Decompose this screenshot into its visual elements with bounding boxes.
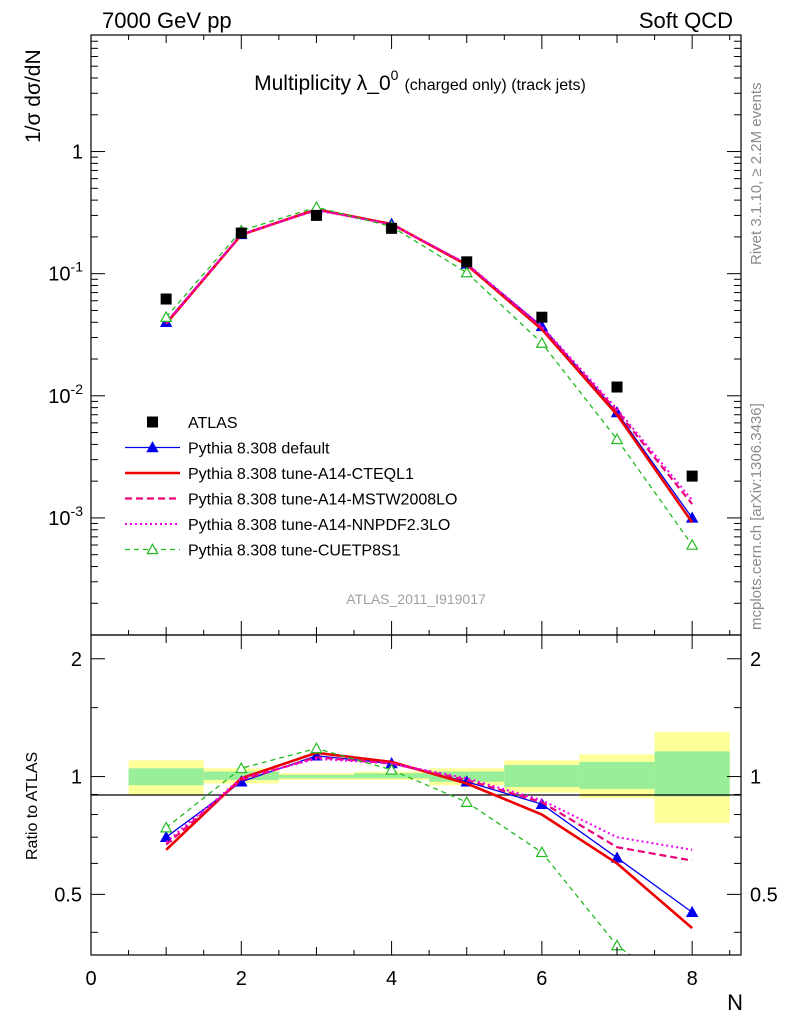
ratio-bands (128, 731, 730, 824)
legend-marker (146, 543, 159, 555)
ratio-series-marker (310, 741, 323, 754)
legend-marker (146, 441, 159, 453)
ratio-series-marker (159, 830, 173, 842)
ratio-band-inner (128, 768, 204, 786)
main-title-text: Multiplicity λ_0 (254, 72, 391, 95)
ratio-ylabel: Ratio to ATLAS (24, 752, 41, 860)
legend-marker (147, 416, 158, 428)
legend-label: Pythia 8.308 tune-A14-NNPDF2.3LO (188, 517, 450, 534)
legend-entry: Pythia 8.308 tune-A14-NNPDF2.3LO (125, 517, 450, 534)
ratio-series (159, 741, 699, 955)
side-text-source: mcplots.cern.ch [arXiv:1306.3436] (748, 403, 765, 630)
x-axis-label: N (727, 990, 743, 1015)
main-title-sup: 0 (391, 67, 399, 83)
atlas-data-point (611, 381, 623, 393)
ratio-series-marker (235, 761, 248, 774)
ratio-series-line (165, 756, 693, 862)
atlas-data-point (536, 311, 548, 323)
main-series-marker (685, 538, 699, 550)
main-title: Multiplicity λ_00 (charged only) (track j… (254, 67, 586, 95)
header-left: 7000 GeV pp (102, 8, 232, 33)
legend-label: Pythia 8.308 default (188, 441, 330, 458)
legend-entry: ATLAS (147, 415, 238, 432)
main-series-marker (535, 336, 549, 348)
atlas-data-point (235, 227, 247, 239)
ratio-y-tick-label: 1 (71, 767, 82, 789)
ratio-series-marker (460, 795, 473, 807)
ratio-y-tick-label: 2 (71, 649, 82, 671)
x-tick-label: 8 (687, 968, 698, 990)
side-text-version: Rivet 3.1.10, ≥ 2.2M events (748, 83, 765, 266)
ratio-series-marker (385, 763, 398, 775)
legend: ATLAS Pythia 8.308 default Pythia 8.308 tu… (125, 415, 457, 560)
main-y-tick-label: 10-2 (48, 381, 83, 408)
ratio-ticks: 0.5 0.5 1 1 2 2 0 2 4 6 8 (54, 635, 778, 990)
legend-label: Pythia 8.308 tune-CUETP8S1 (188, 543, 401, 560)
main-y-tick-label: 10-1 (48, 259, 83, 286)
main-series-line (165, 206, 693, 546)
ratio-y-tick-label-right: 1 (750, 767, 761, 789)
main-series-marker (159, 310, 173, 322)
ratio-y-tick-label-right: 0.5 (750, 884, 778, 906)
ratio-y-tick-label: 0.5 (54, 884, 82, 906)
ratio-series-line (165, 747, 632, 955)
header-right: Soft QCD (639, 8, 733, 33)
main-series-line (165, 209, 693, 501)
ratio-frame (90, 634, 742, 956)
x-tick-label: 0 (85, 968, 96, 990)
main-series-marker (460, 266, 473, 278)
x-tick-label: 2 (236, 968, 247, 990)
main-ylabel: 1/σ dσ/dN (22, 49, 45, 143)
legend-entry: Pythia 8.308 default (125, 441, 330, 458)
ratio-band-inner (579, 761, 655, 789)
x-tick-label: 4 (386, 968, 397, 990)
legend-label: Pythia 8.308 tune-A14-CTEQL1 (188, 466, 414, 483)
ratio-band-inner (504, 765, 580, 788)
main-title-suffix: (charged only) (track jets) (404, 77, 585, 94)
ratio-series-marker (685, 905, 699, 918)
ref-label: ATLAS_2011_I919017 (346, 591, 486, 607)
atlas-data-point (686, 470, 698, 482)
legend-entry: Pythia 8.308 tune-A14-MSTW2008LO (125, 492, 457, 509)
ratio-band-inner (278, 774, 355, 779)
atlas-data-point (310, 209, 322, 221)
atlas-data-point (160, 293, 172, 305)
legend-entry: Pythia 8.308 tune-A14-CTEQL1 (125, 466, 414, 483)
ratio-band-inner (354, 773, 430, 779)
legend-entry: Pythia 8.308 tune-CUETP8S1 (125, 543, 401, 560)
legend-label: Pythia 8.308 tune-A14-MSTW2008LO (188, 492, 457, 509)
legend-label: ATLAS (188, 415, 238, 432)
ratio-panel: 0.5 0.5 1 1 2 2 0 2 4 6 8 Ratio to ATLAS N (24, 634, 778, 1015)
main-series (159, 200, 699, 550)
atlas-data-point (461, 256, 473, 268)
main-ticks: 10-3 10-2 10-1 1 (48, 34, 741, 635)
main-y-tick-label: 10-3 (48, 503, 83, 530)
ratio-series-line (165, 757, 693, 851)
ratio-series-marker (535, 845, 549, 858)
main-y-tick-label: 1 (72, 142, 83, 164)
main-series-line (165, 208, 694, 505)
atlas-data-point (386, 222, 398, 234)
ratio-series-marker (159, 821, 173, 833)
ratio-y-tick-label-right: 2 (750, 649, 761, 671)
ratio-band-inner (654, 751, 730, 797)
x-tick-label: 6 (536, 968, 547, 990)
main-panel: Multiplicity λ_00 (charged only) (track j… (22, 34, 742, 636)
main-series-marker (610, 432, 624, 445)
